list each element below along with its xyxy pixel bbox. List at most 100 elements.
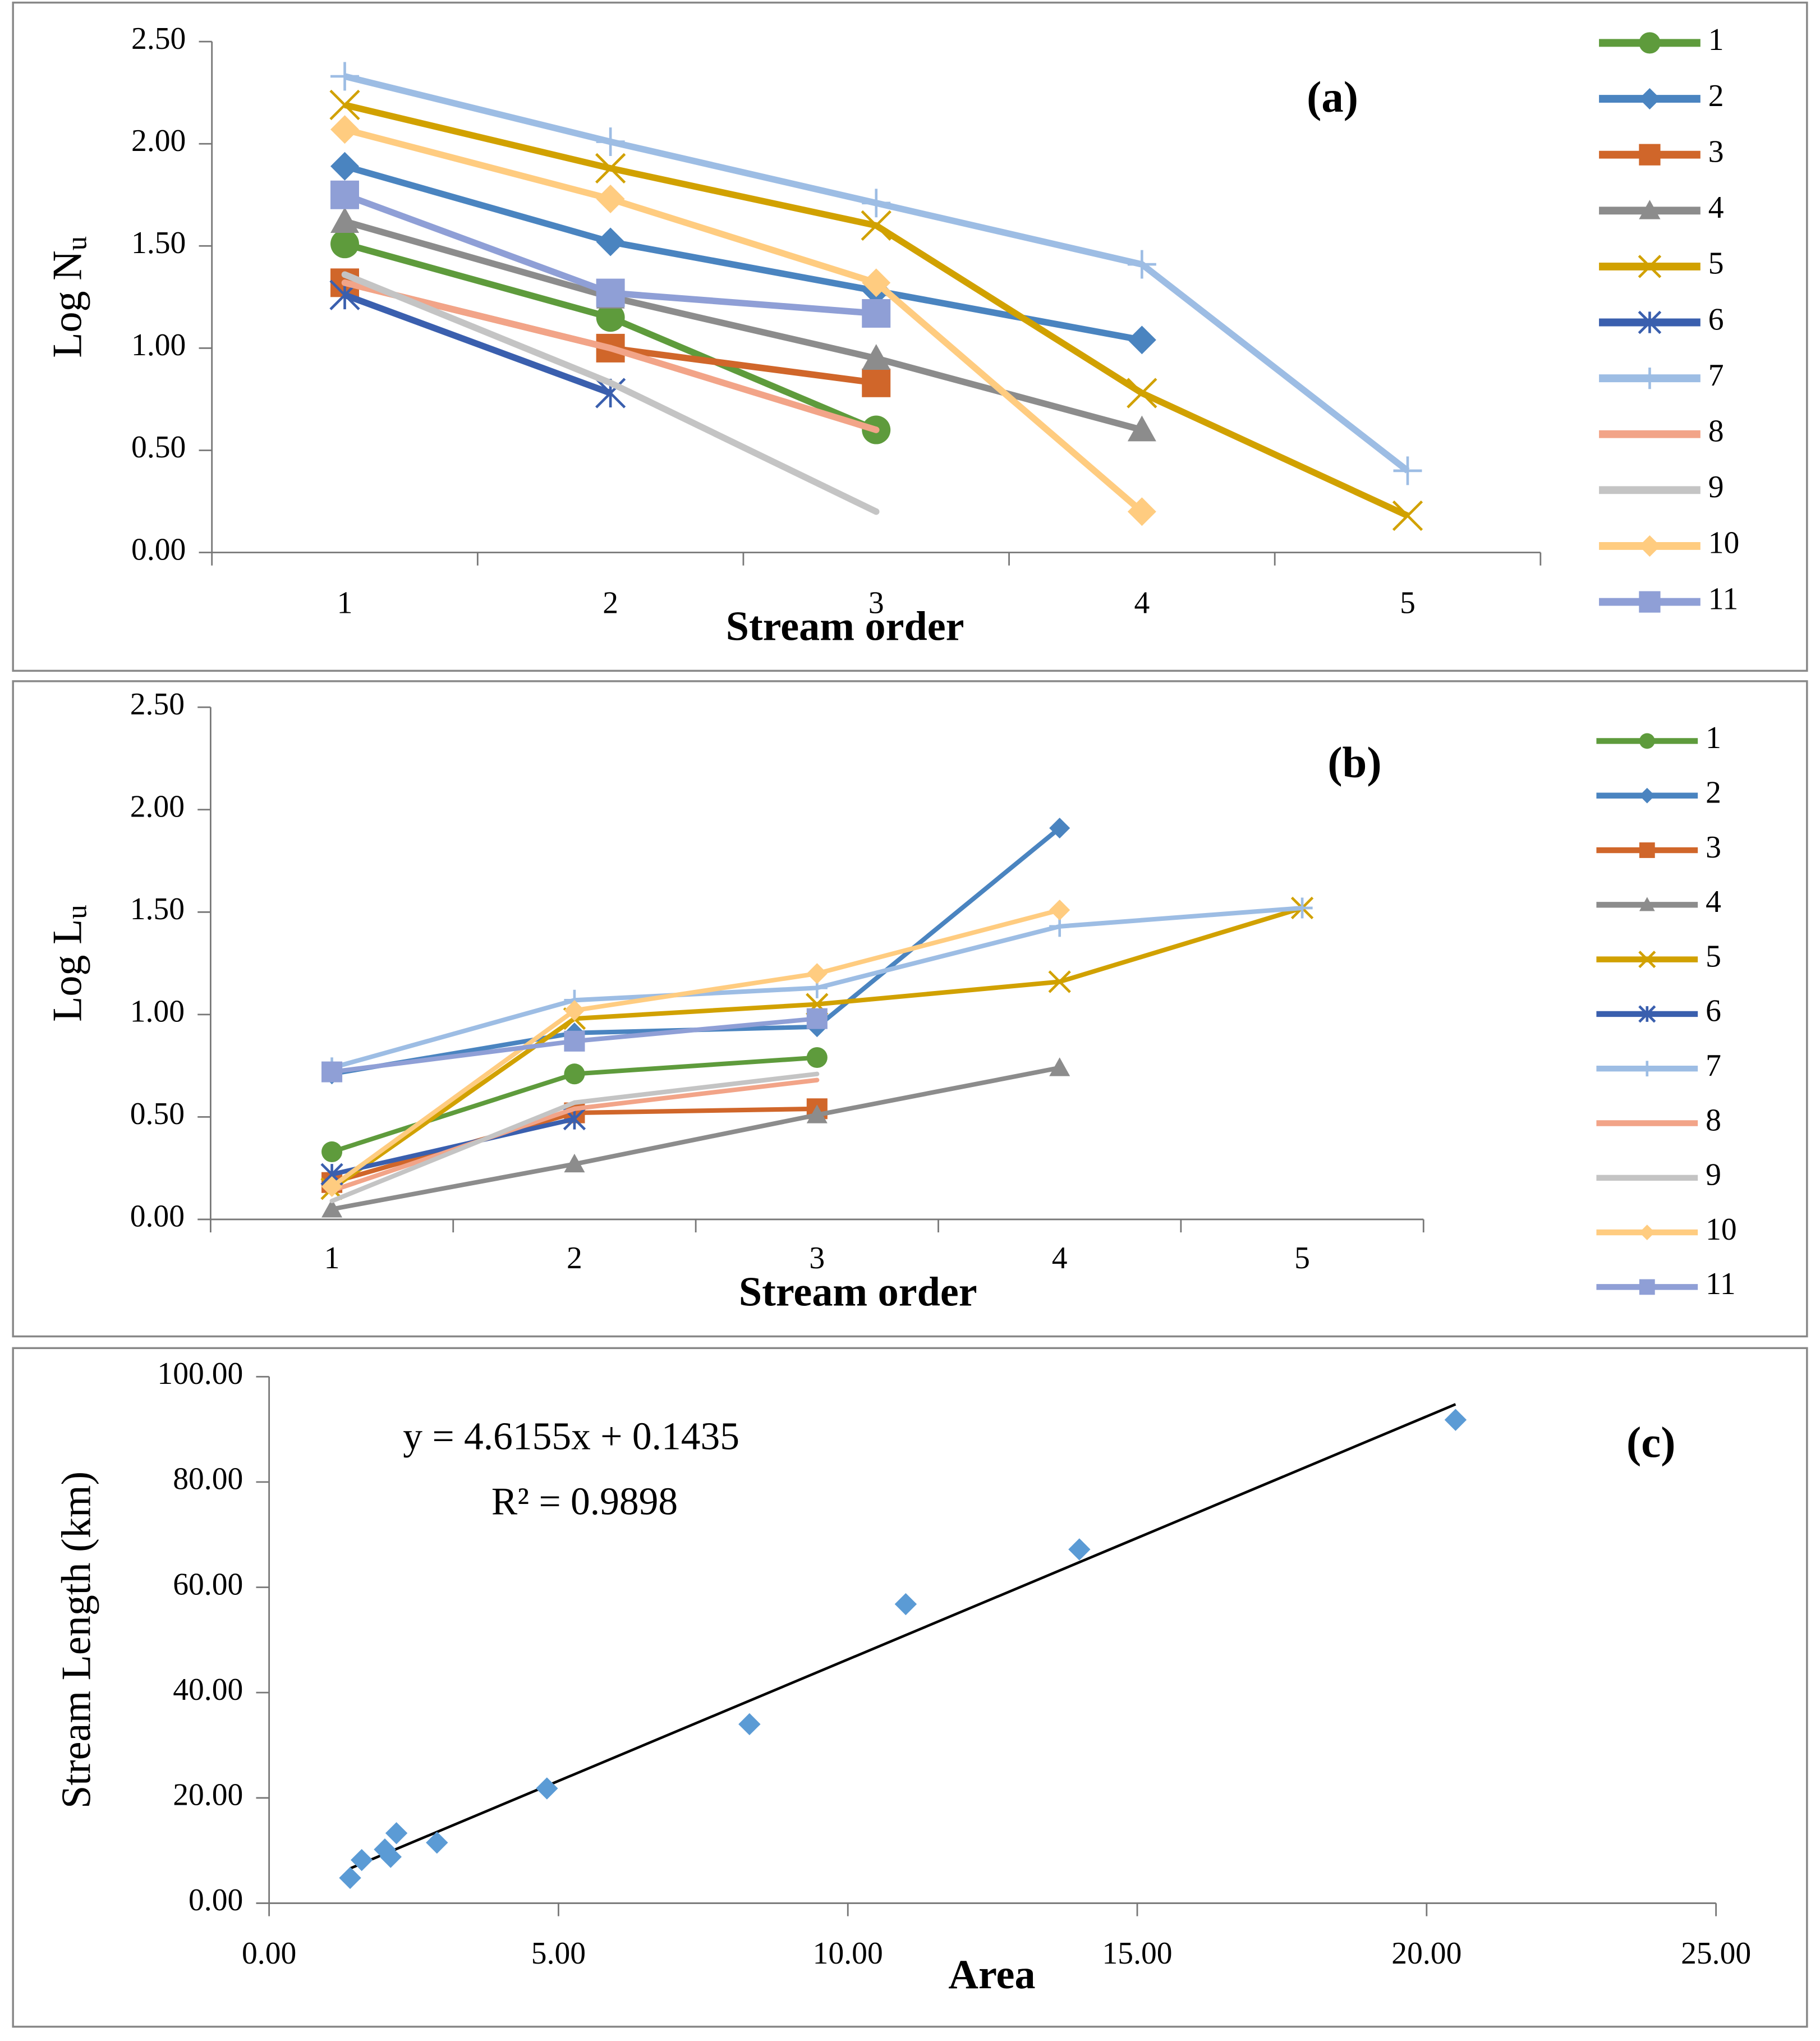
marker bbox=[564, 1153, 585, 1173]
marker bbox=[321, 1199, 343, 1218]
legend-label: 5 bbox=[1706, 939, 1721, 974]
marker bbox=[1638, 310, 1662, 334]
y-tick-label: 2.00 bbox=[130, 790, 185, 824]
marker bbox=[329, 89, 360, 121]
marker bbox=[862, 189, 891, 218]
legend-label: 1 bbox=[1706, 721, 1721, 755]
equation: y = 4.6155x + 0.1435 bbox=[403, 1415, 739, 1458]
marker bbox=[1639, 200, 1661, 219]
marker bbox=[806, 963, 828, 984]
marker bbox=[1639, 842, 1655, 858]
legend-label: 3 bbox=[1708, 134, 1724, 169]
y-tick-label: 40.00 bbox=[173, 1672, 243, 1707]
series-line bbox=[343, 163, 1143, 343]
marker bbox=[330, 230, 359, 259]
marker bbox=[862, 368, 891, 397]
y-tick-label: 60.00 bbox=[173, 1567, 243, 1602]
marker bbox=[1639, 1224, 1655, 1240]
marker bbox=[607, 379, 614, 387]
x-tick-label: 5 bbox=[1294, 1241, 1310, 1276]
y-axis-label-text: Log L bbox=[44, 919, 90, 1022]
legend-label: 8 bbox=[1708, 414, 1724, 449]
marker bbox=[330, 207, 359, 233]
series-line bbox=[331, 1065, 1060, 1212]
marker bbox=[1639, 144, 1661, 166]
legend-label: 11 bbox=[1708, 581, 1739, 616]
y-tick-label: 2.00 bbox=[131, 123, 186, 158]
point bbox=[738, 1713, 761, 1736]
x-tick-label: 2 bbox=[603, 585, 618, 620]
marker bbox=[872, 426, 880, 433]
marker bbox=[806, 1104, 828, 1123]
marker bbox=[1639, 1061, 1655, 1077]
marker bbox=[872, 508, 880, 515]
legend-label: 10 bbox=[1706, 1212, 1737, 1247]
point bbox=[894, 1593, 917, 1616]
legend-label: 6 bbox=[1706, 994, 1721, 1029]
y-axis-label: Stream Length (km) bbox=[54, 1471, 100, 1809]
marker bbox=[1638, 951, 1656, 969]
panel-label: (c) bbox=[1626, 1418, 1675, 1467]
marker bbox=[1049, 1057, 1070, 1076]
marker bbox=[815, 1071, 820, 1076]
y-tick-label: 0.00 bbox=[131, 532, 186, 567]
x-tick-label: 25.00 bbox=[1681, 1936, 1751, 1971]
x-axis-label: Area bbox=[948, 1952, 1035, 1998]
marker bbox=[341, 279, 348, 286]
legend-label: 10 bbox=[1708, 526, 1740, 561]
y-tick-label: 2.50 bbox=[130, 687, 185, 722]
marker bbox=[572, 1100, 577, 1105]
x-tick-label: 5 bbox=[1400, 585, 1415, 620]
y-tick-label: 2.50 bbox=[131, 21, 186, 56]
marker bbox=[1639, 1279, 1655, 1295]
y-tick-label: 1.50 bbox=[131, 226, 186, 260]
marker bbox=[1393, 456, 1422, 485]
legend-label: 2 bbox=[1708, 79, 1724, 113]
marker bbox=[330, 62, 359, 91]
panel-frame bbox=[12, 1, 1808, 672]
y-tick-label: 0.00 bbox=[130, 1199, 185, 1234]
point bbox=[1068, 1538, 1091, 1561]
marker bbox=[596, 278, 625, 308]
series-line bbox=[343, 292, 612, 396]
y-tick-label: 20.00 bbox=[173, 1778, 243, 1813]
marker bbox=[1639, 32, 1661, 54]
y-tick-label: 0.50 bbox=[130, 1097, 185, 1131]
marker bbox=[861, 210, 891, 241]
x-tick-label: 10.00 bbox=[813, 1936, 883, 1971]
marker bbox=[564, 1063, 585, 1085]
y-tick-label: 1.00 bbox=[131, 328, 186, 363]
marker bbox=[1048, 970, 1071, 993]
x-tick-label: 4 bbox=[1052, 1241, 1068, 1276]
marker bbox=[1127, 497, 1156, 526]
legend-label: 6 bbox=[1708, 302, 1724, 337]
marker bbox=[1639, 591, 1661, 613]
y-tick-label: 0.50 bbox=[131, 430, 186, 465]
legend-label: 2 bbox=[1706, 776, 1721, 810]
x-tick-label: 5.00 bbox=[531, 1936, 586, 1971]
series-line bbox=[331, 1117, 575, 1177]
marker bbox=[1292, 897, 1313, 919]
x-tick-label: 20.00 bbox=[1391, 1936, 1461, 1971]
marker bbox=[1127, 250, 1156, 279]
series-line bbox=[330, 907, 1060, 1189]
marker bbox=[596, 127, 625, 157]
y-axis-label: Log Nu bbox=[44, 236, 93, 358]
marker bbox=[329, 1199, 334, 1204]
marker bbox=[1639, 787, 1655, 804]
legend-label: 9 bbox=[1706, 1158, 1721, 1193]
marker bbox=[806, 1008, 828, 1029]
panel-label: (b) bbox=[1327, 739, 1381, 787]
marker bbox=[1638, 1005, 1656, 1023]
marker bbox=[321, 1141, 343, 1162]
marker bbox=[607, 345, 614, 352]
legend-label: 5 bbox=[1708, 246, 1724, 281]
x-tick-label: 3 bbox=[868, 585, 884, 620]
marker bbox=[572, 1106, 577, 1111]
marker bbox=[1127, 325, 1156, 355]
legend-label: 1 bbox=[1708, 22, 1724, 57]
marker bbox=[1049, 900, 1070, 921]
legend-label: 11 bbox=[1706, 1267, 1736, 1301]
y-axis-label-text: Log N bbox=[44, 250, 90, 357]
